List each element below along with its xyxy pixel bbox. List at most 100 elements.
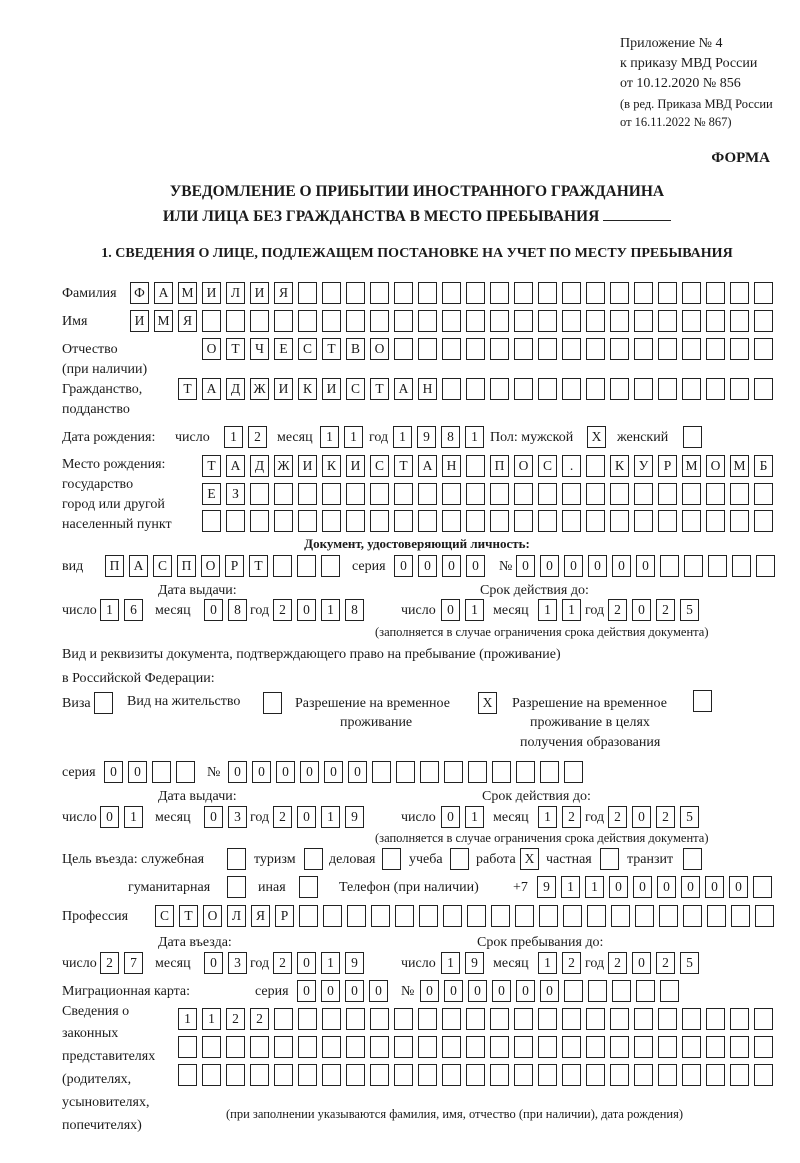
char-box[interactable]: 0 — [633, 876, 652, 898]
char-box[interactable]: 0 — [420, 980, 439, 1002]
char-box[interactable]: 0 — [588, 555, 607, 577]
char-box[interactable]: 1 — [320, 426, 339, 448]
char-box[interactable] — [682, 282, 701, 304]
char-box[interactable] — [516, 761, 535, 783]
char-box[interactable]: С — [155, 905, 174, 927]
char-box[interactable] — [418, 483, 437, 505]
char-box[interactable]: 1 — [585, 876, 604, 898]
char-box[interactable] — [564, 761, 583, 783]
char-box[interactable]: 0 — [632, 599, 651, 621]
char-box[interactable] — [514, 510, 533, 532]
char-box[interactable] — [418, 510, 437, 532]
char-box[interactable] — [682, 310, 701, 332]
char-box[interactable]: 9 — [345, 806, 364, 828]
char-box[interactable]: Ж — [274, 455, 293, 477]
char-box[interactable] — [514, 483, 533, 505]
char-box[interactable]: 1 — [393, 426, 412, 448]
char-box[interactable]: 8 — [228, 599, 247, 621]
char-box[interactable] — [298, 1036, 317, 1058]
char-box[interactable] — [682, 1036, 701, 1058]
char-box[interactable]: Т — [179, 905, 198, 927]
char-box[interactable]: Т — [178, 378, 197, 400]
char-box[interactable] — [538, 483, 557, 505]
char-box[interactable] — [178, 1036, 197, 1058]
char-box[interactable] — [754, 378, 773, 400]
char-box[interactable] — [586, 1036, 605, 1058]
char-box[interactable] — [707, 905, 726, 927]
char-box[interactable]: 0 — [204, 599, 223, 621]
char-box[interactable] — [515, 905, 534, 927]
char-box[interactable] — [442, 338, 461, 360]
char-box[interactable] — [250, 483, 269, 505]
purpose-business-checkbox[interactable] — [382, 848, 401, 870]
char-box[interactable] — [586, 455, 605, 477]
char-box[interactable] — [346, 282, 365, 304]
char-box[interactable] — [226, 310, 245, 332]
char-box[interactable] — [299, 905, 318, 927]
char-box[interactable] — [274, 1036, 293, 1058]
char-box[interactable]: Л — [227, 905, 246, 927]
char-box[interactable] — [730, 1008, 749, 1030]
char-box[interactable] — [346, 1008, 365, 1030]
char-box[interactable] — [298, 310, 317, 332]
char-box[interactable] — [586, 310, 605, 332]
char-box[interactable] — [754, 338, 773, 360]
char-box[interactable] — [756, 555, 775, 577]
char-box[interactable] — [322, 1008, 341, 1030]
char-box[interactable]: 2 — [608, 952, 627, 974]
char-box[interactable] — [730, 1036, 749, 1058]
char-box[interactable] — [322, 310, 341, 332]
char-box[interactable] — [298, 483, 317, 505]
char-box[interactable]: 0 — [540, 980, 559, 1002]
char-box[interactable]: И — [322, 378, 341, 400]
char-box[interactable]: 0 — [321, 980, 340, 1002]
char-box[interactable] — [419, 905, 438, 927]
char-box[interactable] — [538, 378, 557, 400]
char-box[interactable] — [754, 282, 773, 304]
char-box[interactable]: 1 — [465, 426, 484, 448]
char-box[interactable] — [466, 1036, 485, 1058]
char-box[interactable] — [660, 555, 679, 577]
reps-row-2[interactable] — [178, 1036, 773, 1058]
char-box[interactable]: 1 — [465, 806, 484, 828]
char-box[interactable] — [682, 338, 701, 360]
char-box[interactable]: Ч — [250, 338, 269, 360]
checkbox-mark[interactable]: X — [478, 692, 497, 714]
char-box[interactable]: Т — [202, 455, 221, 477]
char-box[interactable] — [152, 761, 171, 783]
char-box[interactable] — [468, 761, 487, 783]
char-box[interactable] — [322, 510, 341, 532]
char-box[interactable]: 0 — [276, 761, 295, 783]
char-box[interactable]: 0 — [612, 555, 631, 577]
char-box[interactable] — [706, 378, 725, 400]
char-box[interactable] — [538, 510, 557, 532]
char-box[interactable]: 0 — [369, 980, 388, 1002]
char-box[interactable] — [394, 338, 413, 360]
char-box[interactable]: 6 — [124, 599, 143, 621]
char-box[interactable] — [346, 483, 365, 505]
char-box[interactable]: П — [490, 455, 509, 477]
char-box[interactable]: У — [634, 455, 653, 477]
char-box[interactable] — [442, 510, 461, 532]
char-box[interactable]: 0 — [204, 806, 223, 828]
char-box[interactable]: В — [346, 338, 365, 360]
char-box[interactable] — [634, 310, 653, 332]
char-box[interactable]: Б — [754, 455, 773, 477]
char-box[interactable]: 9 — [465, 952, 484, 974]
char-box[interactable]: . — [562, 455, 581, 477]
char-box[interactable] — [202, 310, 221, 332]
char-box[interactable] — [730, 338, 749, 360]
char-box[interactable]: 3 — [228, 806, 247, 828]
char-box[interactable] — [659, 905, 678, 927]
purpose-other-checkbox[interactable] — [299, 876, 318, 898]
char-box[interactable] — [634, 1008, 653, 1030]
char-box[interactable]: 2 — [562, 952, 581, 974]
char-box[interactable] — [466, 310, 485, 332]
